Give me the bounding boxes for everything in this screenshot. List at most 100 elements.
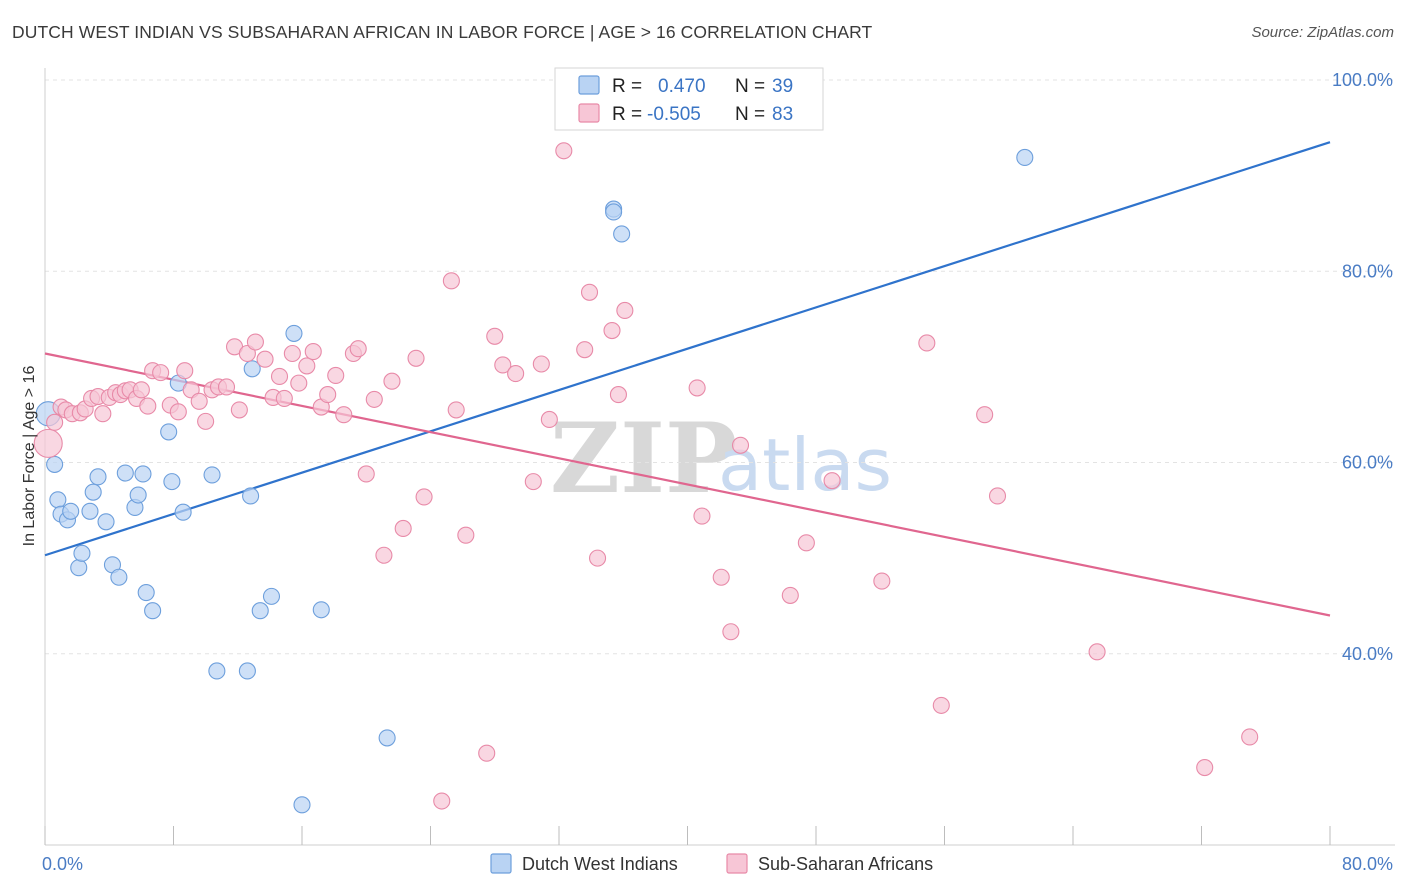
subsaharan-african-point xyxy=(335,406,353,424)
subsaharan-african-point xyxy=(609,386,627,404)
subsaharan-african-point xyxy=(873,572,891,590)
subsaharan-african-point xyxy=(1196,758,1214,777)
subsaharan-african-point xyxy=(256,350,274,368)
subsaharan-african-point xyxy=(478,744,496,762)
subsaharan-african-point xyxy=(1088,643,1106,661)
subsaharan-african-point xyxy=(494,356,512,374)
subsaharan-african-point xyxy=(246,333,264,351)
dutch-west-indian-point xyxy=(174,503,192,521)
legend-r-label-2: R = xyxy=(612,104,642,125)
subsaharan-african-point xyxy=(375,546,393,564)
dutch-west-indian-point xyxy=(605,203,623,221)
dutch-west-indian-point xyxy=(208,662,226,680)
legend-r-value-2: -0.505 xyxy=(647,104,701,125)
chart-title: DUTCH WEST INDIAN VS SUBSAHARAN AFRICAN … xyxy=(12,22,873,42)
y-tick-label: 60.0% xyxy=(1342,453,1393,473)
subsaharan-african-point xyxy=(298,357,316,375)
watermark-zip: ZIP xyxy=(550,402,737,515)
dutch-west-indian-point xyxy=(251,602,269,620)
dutch-west-indian-point xyxy=(378,729,396,747)
subsaharan-african-point xyxy=(407,349,425,367)
subsaharan-african-point xyxy=(486,327,504,345)
subsaharan-african-point xyxy=(190,392,208,410)
dutch-west-indian-point xyxy=(203,466,221,484)
subsaharan-african-point xyxy=(1241,728,1259,746)
subsaharan-african-point xyxy=(349,340,367,358)
y-tick-label: 40.0% xyxy=(1342,644,1393,664)
subsaharan-african-point xyxy=(932,696,950,714)
subsaharan-african-point xyxy=(394,519,412,538)
subsaharan-african-point xyxy=(319,386,337,404)
y-axis-label: In Labor Force | Age > 16 xyxy=(21,366,38,547)
legend-swatch-pink xyxy=(578,103,600,123)
dutch-west-indian-point xyxy=(262,587,281,605)
dutch-west-indian-point xyxy=(129,486,147,504)
dutch-west-indian-point xyxy=(70,559,88,577)
legend-n-label-1: N = xyxy=(735,76,765,97)
dutch-west-indian-point xyxy=(97,513,115,531)
subsaharan-african-point xyxy=(290,374,308,392)
dutch-west-indian-point xyxy=(285,324,303,342)
subsaharan-african-point xyxy=(616,301,634,320)
subsaharan-african-point xyxy=(447,401,465,419)
subsaharan-african-point xyxy=(722,623,740,641)
dutch-west-indian-point xyxy=(116,464,134,482)
subsaharan-african-point xyxy=(304,343,322,361)
subsaharan-african-point xyxy=(688,379,706,397)
subsaharan-african-point xyxy=(327,366,345,385)
subsaharan-african-point xyxy=(797,534,815,552)
subsaharan-african-point xyxy=(918,334,936,352)
dutch-west-indian-point xyxy=(243,360,261,378)
subsaharan-african-point xyxy=(415,488,433,506)
subsaharan-african-point xyxy=(442,272,460,290)
dutch-west-indian-point xyxy=(89,468,107,486)
subsaharan-african-point xyxy=(139,397,157,415)
dutch-west-indian-point xyxy=(312,601,330,619)
dutch-west-indian-point xyxy=(293,796,311,814)
dutch-west-indian-point xyxy=(160,423,178,441)
subsaharan-african-point xyxy=(555,142,573,160)
subsaharan-african-point xyxy=(433,792,451,810)
dutch-west-indian-point xyxy=(163,473,181,491)
y-tick-label: 80.0% xyxy=(1342,261,1393,281)
subsaharan-african-point xyxy=(781,586,799,604)
series-legend-swatch-pink xyxy=(726,853,748,874)
subsaharan-african-point xyxy=(357,465,375,483)
legend-swatch-blue xyxy=(578,75,600,95)
subsaharan-african-point xyxy=(176,362,194,380)
dutch-west-indian-point xyxy=(238,662,256,680)
subsaharan-african-point xyxy=(197,412,215,430)
points-layer xyxy=(33,142,1259,814)
legend-n-value-2: 83 xyxy=(772,104,793,125)
subsaharan-african-point xyxy=(94,405,112,423)
y-tick-label: 100.0% xyxy=(1332,70,1393,90)
subsaharan-african-point xyxy=(731,436,750,454)
series-legend-swatch-blue xyxy=(490,853,512,874)
subsaharan-african-point xyxy=(580,283,599,301)
subsaharan-african-point xyxy=(988,487,1007,505)
subsaharan-african-trendline xyxy=(44,352,1331,617)
subsaharan-african-point xyxy=(603,321,621,340)
legend-r-label-1: R = xyxy=(612,76,642,97)
subsaharan-african-point xyxy=(169,403,187,421)
dutch-west-indian-trendline xyxy=(44,141,1331,557)
subsaharan-african-point xyxy=(712,568,730,586)
subsaharan-african-point xyxy=(132,381,150,399)
subsaharan-african-point xyxy=(275,389,293,407)
watermark-atlas: atlas xyxy=(718,423,892,507)
trend-layer xyxy=(44,141,1331,617)
tick-label-layer: 40.0% 60.0% 80.0% 100.0% 0.0% 80.0% xyxy=(42,70,1393,874)
subsaharan-african-point xyxy=(457,526,475,544)
series-legend-label-blue: Dutch West Indians xyxy=(522,854,678,874)
subsaharan-african-point xyxy=(693,507,711,525)
subsaharan-african-point xyxy=(46,413,64,431)
subsaharan-african-point xyxy=(365,390,383,408)
x-tick-label-max: 80.0% xyxy=(1342,854,1393,874)
subsaharan-african-point xyxy=(152,364,170,382)
subsaharan-african-point xyxy=(524,473,542,491)
subsaharan-african-point xyxy=(270,367,289,385)
x-tick-label-min: 0.0% xyxy=(42,854,83,874)
subsaharan-african-point xyxy=(230,401,248,419)
subsaharan-african-point xyxy=(217,378,236,396)
